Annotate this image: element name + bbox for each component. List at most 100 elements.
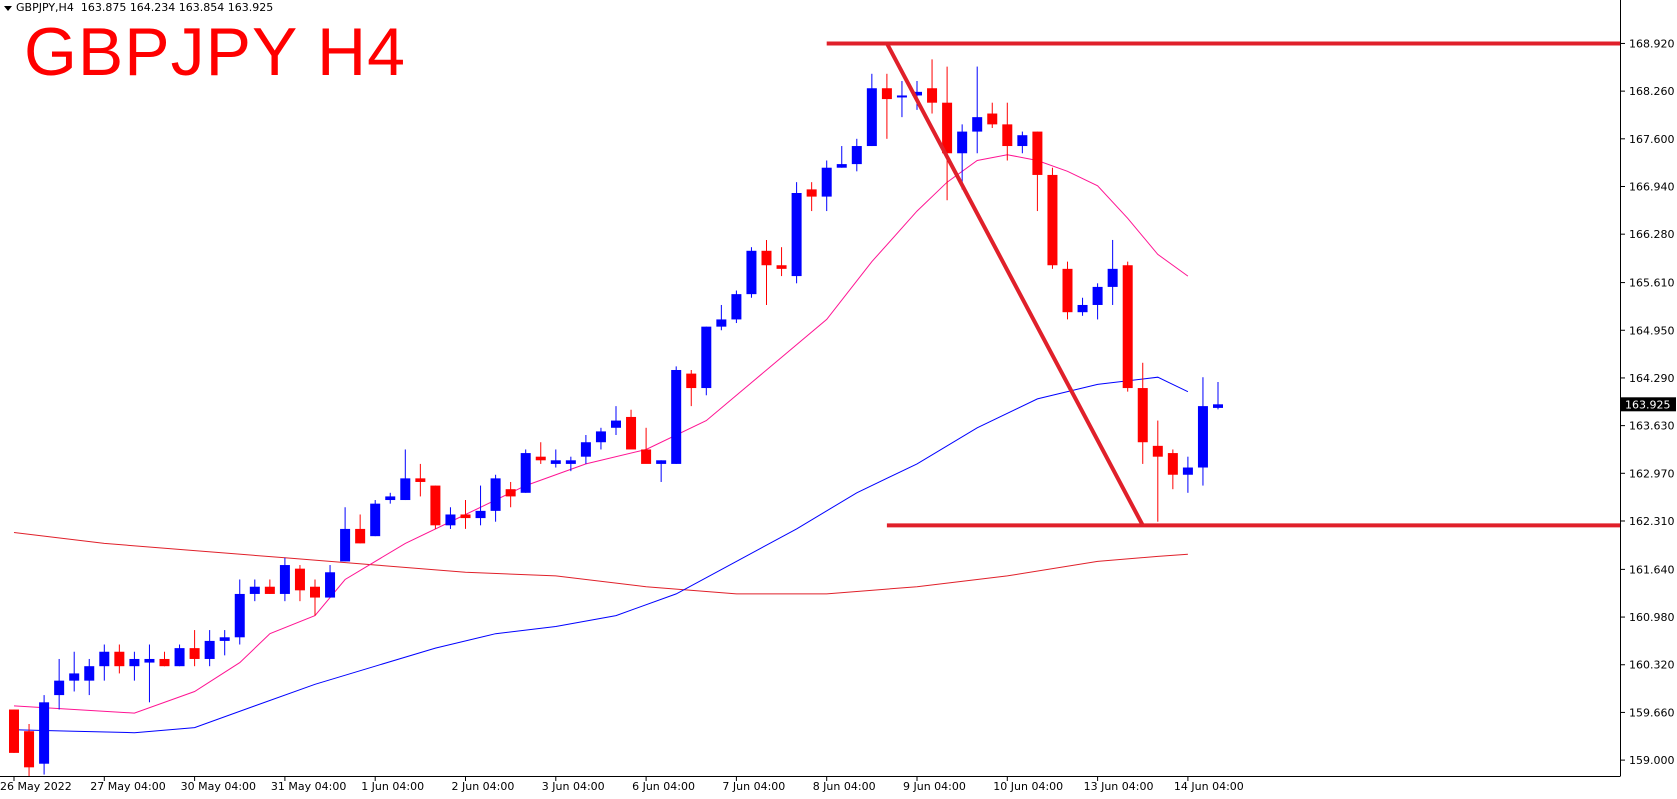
candle[interactable]: [580, 435, 591, 464]
candle[interactable]: [746, 247, 757, 298]
candle[interactable]: [174, 644, 185, 667]
candle[interactable]: [1077, 297, 1088, 316]
candle[interactable]: [279, 557, 290, 602]
candle[interactable]: [942, 66, 953, 201]
candle[interactable]: [129, 651, 140, 681]
candle[interactable]: [1122, 261, 1133, 392]
candle[interactable]: [987, 102, 998, 128]
candle[interactable]: [1213, 381, 1223, 410]
candle[interactable]: [1062, 261, 1073, 320]
candle[interactable]: [9, 709, 19, 753]
candle[interactable]: [656, 460, 667, 482]
candle[interactable]: [370, 500, 381, 537]
candle[interactable]: [1197, 377, 1208, 486]
candle[interactable]: [520, 449, 531, 493]
candle[interactable]: [1107, 239, 1118, 305]
candle[interactable]: [99, 644, 110, 681]
x-tick-label: 10 Jun 04:00: [993, 780, 1063, 793]
candle[interactable]: [505, 481, 516, 508]
candle[interactable]: [641, 427, 652, 464]
candle[interactable]: [294, 565, 305, 602]
candle[interactable]: [1032, 131, 1043, 212]
candle[interactable]: [475, 485, 486, 526]
candle-body: [776, 265, 787, 269]
candle[interactable]: [385, 492, 396, 504]
y-tick-label: 161.640: [1629, 563, 1675, 576]
candle[interactable]: [626, 409, 637, 450]
candle[interactable]: [927, 59, 938, 114]
candle[interactable]: [144, 644, 155, 703]
candle-body: [144, 658, 155, 663]
candle[interactable]: [264, 579, 275, 594]
candle[interactable]: [189, 630, 200, 667]
candle[interactable]: [1047, 167, 1058, 269]
candle[interactable]: [866, 73, 877, 147]
x-tick-label: 8 Jun 04:00: [813, 780, 876, 793]
candle[interactable]: [54, 658, 65, 710]
candle[interactable]: [204, 630, 215, 667]
candle[interactable]: [114, 644, 125, 674]
candle[interactable]: [761, 239, 772, 305]
candle[interactable]: [430, 485, 441, 529]
candle[interactable]: [219, 630, 230, 656]
candle[interactable]: [325, 565, 336, 598]
candle-body: [279, 565, 290, 594]
candle[interactable]: [84, 658, 95, 696]
candle[interactable]: [234, 579, 245, 645]
candle-body: [791, 192, 802, 277]
x-tick-label: 2 Jun 04:00: [452, 780, 515, 793]
candle[interactable]: [806, 182, 817, 212]
candle[interactable]: [791, 182, 802, 284]
candle[interactable]: [957, 124, 968, 190]
y-tick-label: 159.660: [1629, 706, 1675, 719]
candle[interactable]: [445, 507, 456, 529]
candle[interactable]: [565, 456, 576, 472]
candle[interactable]: [1182, 456, 1193, 493]
trend-line[interactable]: [885, 42, 1145, 527]
candle[interactable]: [1137, 362, 1148, 464]
candle[interactable]: [701, 326, 712, 396]
candle[interactable]: [851, 138, 862, 172]
menu-triangle-icon[interactable]: [4, 5, 12, 11]
candle[interactable]: [896, 81, 907, 118]
candle[interactable]: [671, 366, 682, 464]
candle[interactable]: [490, 474, 501, 522]
candle-body: [204, 640, 215, 659]
candle[interactable]: [249, 579, 260, 602]
candle[interactable]: [731, 290, 742, 324]
candle[interactable]: [821, 160, 832, 212]
x-tick-label: 3 Jun 04:00: [542, 780, 605, 793]
candle[interactable]: [881, 73, 892, 139]
candle-body: [340, 528, 351, 562]
candle[interactable]: [355, 514, 366, 544]
candle[interactable]: [776, 247, 787, 277]
candle[interactable]: [460, 500, 471, 529]
candle[interactable]: [1152, 420, 1163, 522]
candle-body: [611, 420, 621, 428]
candle-body: [942, 102, 953, 154]
candle[interactable]: [400, 449, 411, 501]
candle[interactable]: [1002, 102, 1013, 161]
candle[interactable]: [912, 81, 922, 110]
candle[interactable]: [310, 579, 320, 616]
candle[interactable]: [415, 463, 426, 497]
candle[interactable]: [595, 427, 606, 450]
candle[interactable]: [836, 146, 847, 168]
candle[interactable]: [39, 695, 50, 775]
candle[interactable]: [24, 723, 35, 776]
candle[interactable]: [611, 406, 621, 436]
candle[interactable]: [535, 442, 546, 464]
candle[interactable]: [972, 66, 983, 154]
candle[interactable]: [340, 507, 351, 562]
candle[interactable]: [1092, 283, 1103, 320]
candle[interactable]: [686, 369, 697, 407]
candle[interactable]: [716, 304, 727, 331]
candle[interactable]: [159, 651, 170, 667]
candle[interactable]: [1167, 449, 1178, 490]
candle[interactable]: [550, 449, 561, 468]
candle[interactable]: [69, 651, 80, 692]
candle[interactable]: [1017, 131, 1028, 154]
symbol-timeframe: GBPJPY,H4: [16, 1, 74, 14]
